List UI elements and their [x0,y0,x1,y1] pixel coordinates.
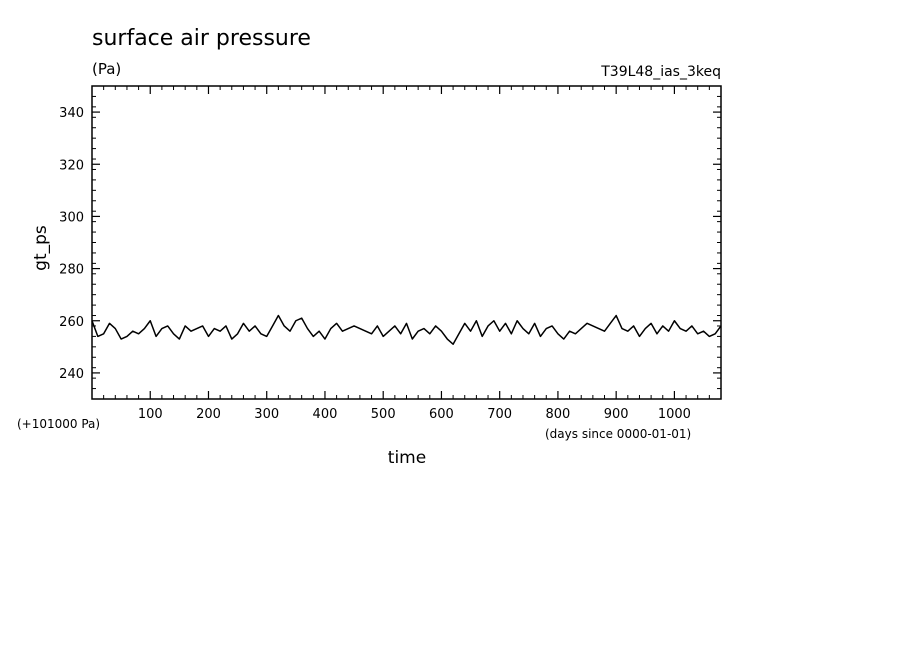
x-tick-label: 800 [546,407,571,422]
x-tick-label: 600 [429,407,454,422]
y-offset-note: (+101000 Pa) [17,417,100,431]
series-line [91,314,722,345]
y-tick-labels: 240 260 280 300 320 340 [59,106,84,382]
x-tick-label: 200 [196,407,221,422]
x-tick-label: 1000 [658,407,691,422]
y-tick-label: 240 [59,367,84,382]
y-tick-label: 260 [59,315,84,330]
x-tick-label: 400 [313,407,338,422]
chart-units: (Pa) [92,60,121,78]
x-tick-label: 900 [604,407,629,422]
y-tick-label: 300 [59,210,84,225]
x-tick-label: 500 [371,407,396,422]
minor-ticks [92,86,721,399]
experiment-name: T39L48_ias_3keq [600,64,721,80]
x-tick-labels: 100 200 300 400 500 600 700 800 900 1000 [138,407,691,422]
plot-frame [91,85,722,400]
y-tick-label: 320 [59,158,84,173]
y-tick-label: 280 [59,263,84,278]
y-tick-label: 340 [59,106,84,121]
major-ticks [92,86,721,399]
y-axis-label: gt_ps [31,225,51,271]
x-axis-label: time [388,448,426,468]
x-tick-label: 100 [138,407,163,422]
x-axis-note: (days since 0000-01-01) [545,427,691,441]
x-tick-label: 700 [487,407,512,422]
chart-title: surface air pressure [92,26,311,51]
x-tick-label: 300 [254,407,279,422]
